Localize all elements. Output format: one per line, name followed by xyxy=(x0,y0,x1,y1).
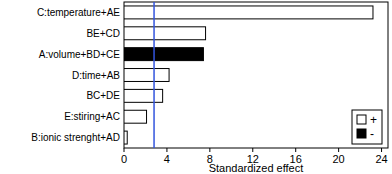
x-tick xyxy=(209,148,210,152)
x-axis-label: Standardized effect xyxy=(209,162,304,174)
category-label: B:ionic strenght+AD xyxy=(31,132,120,143)
bar xyxy=(124,27,206,40)
x-tick xyxy=(338,148,339,152)
x-tick-label: 0 xyxy=(121,153,127,165)
legend-swatch xyxy=(357,115,366,124)
x-tick-label: 4 xyxy=(164,153,170,165)
bar xyxy=(124,89,163,102)
legend-label: + xyxy=(370,113,377,127)
threshold-line xyxy=(153,2,155,148)
x-tick-label: 24 xyxy=(375,153,387,165)
plot-frame xyxy=(124,2,388,148)
x-tick-label: 20 xyxy=(333,153,345,165)
legend-swatch xyxy=(357,129,366,138)
category-label: C:temperature+AE xyxy=(37,7,120,18)
bar xyxy=(124,6,373,19)
chart: 04812162024Standardized effectC:temperat… xyxy=(0,0,392,174)
category-label: BC+DE xyxy=(86,90,120,101)
bars xyxy=(124,6,373,144)
x-tick xyxy=(381,148,382,152)
bar xyxy=(124,131,127,144)
bar xyxy=(124,69,169,82)
legend xyxy=(352,110,382,144)
category-label: E:stiring+AC xyxy=(64,111,120,122)
bar xyxy=(124,110,147,123)
x-tick xyxy=(252,148,253,152)
legend-label: - xyxy=(370,127,374,141)
bar xyxy=(124,48,203,61)
category-label: BE+CD xyxy=(86,28,120,39)
x-tick xyxy=(166,148,167,152)
category-label: A:volume+BD+CE xyxy=(39,49,120,60)
x-tick xyxy=(295,148,296,152)
x-tick xyxy=(124,148,125,152)
category-label: D:time+AB xyxy=(72,70,120,81)
